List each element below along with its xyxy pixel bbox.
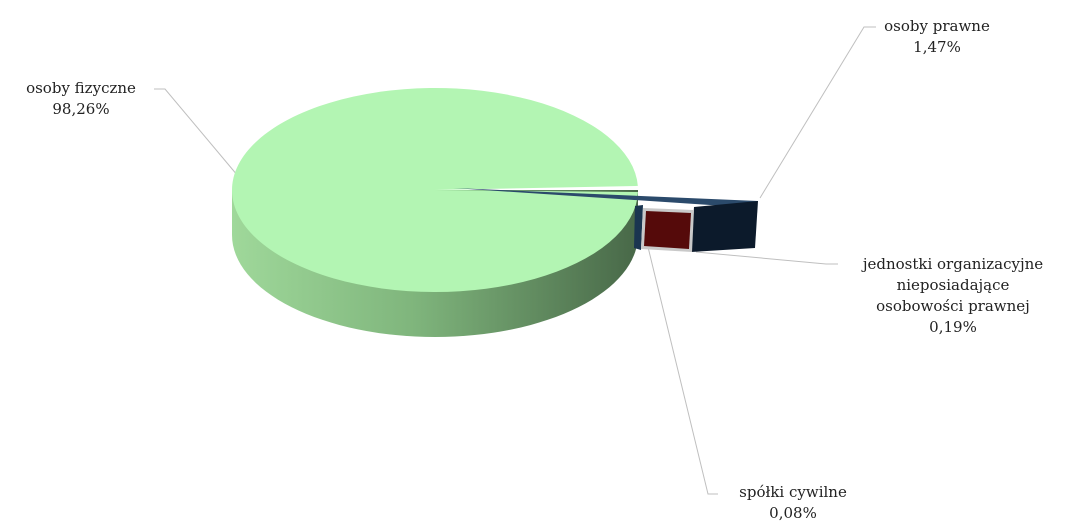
slice-osoby-prawne — [691, 201, 758, 252]
data-label-osoby-fizyczne: osoby fizyczne 98,26% — [5, 78, 157, 120]
leader-line-spolki-cywilne — [647, 246, 718, 495]
leader-line-osoby-prawne — [759, 26, 876, 199]
slice-spolki-cywilne — [634, 205, 643, 250]
leader-line-jednostki — [695, 251, 838, 265]
slice-top-osoby-prawne — [453, 188, 758, 208]
category-label: osoby fizyczne — [26, 79, 136, 97]
leader-lines — [154, 26, 876, 495]
category-label-line-1: jednostki organizacyjne — [862, 255, 1044, 273]
category-label-line-2: nieposiadające — [896, 276, 1010, 294]
value-label: 0,08% — [769, 504, 817, 522]
data-label-jednostki-organizacyjne: jednostki organizacyjne nieposiadające o… — [838, 254, 1067, 338]
data-label-osoby-prawne: osoby prawne 1,47% — [876, 16, 998, 58]
leader-line-osoby-fizyczne — [154, 88, 239, 177]
value-label: 0,19% — [929, 318, 977, 336]
category-label: spółki cywilne — [739, 483, 847, 501]
slices-layer — [232, 87, 758, 337]
value-label: 1,47% — [913, 38, 961, 56]
slice-jednostki-organizacyjne — [644, 211, 691, 249]
category-label: osoby prawne — [884, 17, 990, 35]
data-label-spolki-cywilne: spółki cywilne 0,08% — [718, 482, 868, 524]
value-label: 98,26% — [52, 100, 110, 118]
category-label-line-3: osobowości prawnej — [876, 297, 1030, 315]
slice-osoby-fizyczne — [232, 87, 638, 292]
